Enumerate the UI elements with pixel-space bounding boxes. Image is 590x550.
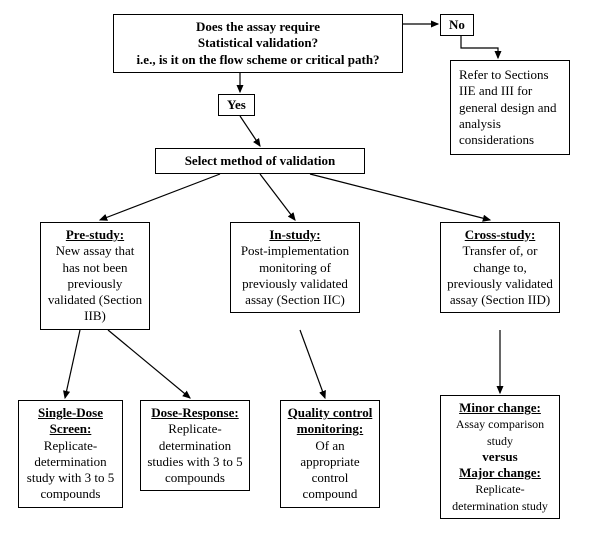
minor-title: Minor change: (459, 400, 541, 415)
prestudy-body: New assay that has not been previously v… (48, 243, 142, 323)
node-refer-sections: Refer to Sections IIE and III for genera… (450, 60, 570, 155)
prestudy-title: Pre-study: (66, 227, 124, 242)
instudy-title: In-study: (269, 227, 320, 242)
versus-text: versus (482, 449, 517, 464)
major-body: Replicate-determination study (452, 482, 548, 512)
qc-title: Quality control monitoring: (288, 405, 373, 436)
node-instudy: In-study: Post-implementation monitoring… (230, 222, 360, 313)
single-dose-body: Replicate-determination study with 3 to … (27, 438, 114, 502)
root-line2: Statistical validation? (198, 35, 318, 50)
qc-body: Of an appropriate control compound (300, 438, 359, 502)
single-dose-title: Single-Dose Screen: (38, 405, 103, 436)
root-line1: Does the assay require (196, 19, 320, 34)
crossstudy-body: Transfer of, or change to, previously va… (447, 243, 553, 307)
node-dose-response: Dose-Response: Replicate-determination s… (140, 400, 250, 491)
minor-body: Assay comparison study (456, 417, 544, 447)
node-prestudy: Pre-study: New assay that has not been p… (40, 222, 150, 330)
node-crossstudy: Cross-study: Transfer of, or change to, … (440, 222, 560, 313)
refer-text: Refer to Sections IIE and III for genera… (459, 67, 556, 147)
dose-response-title: Dose-Response: (151, 405, 238, 420)
root-line3: i.e., is it on the flow scheme or critic… (136, 52, 379, 67)
crossstudy-title: Cross-study: (465, 227, 536, 242)
label-no: No (440, 14, 474, 36)
node-qc: Quality control monitoring: Of an approp… (280, 400, 380, 508)
node-root-question: Does the assay require Statistical valid… (113, 14, 403, 73)
instudy-body: Post-implementation monitoring of previo… (241, 243, 349, 307)
dose-response-body: Replicate-determination studies with 3 t… (147, 421, 242, 485)
node-select-method: Select method of validation (155, 148, 365, 174)
node-minor-major: Minor change: Assay comparison study ver… (440, 395, 560, 519)
node-single-dose: Single-Dose Screen: Replicate-determinat… (18, 400, 123, 508)
major-title: Major change: (459, 465, 541, 480)
label-yes: Yes (218, 94, 255, 116)
